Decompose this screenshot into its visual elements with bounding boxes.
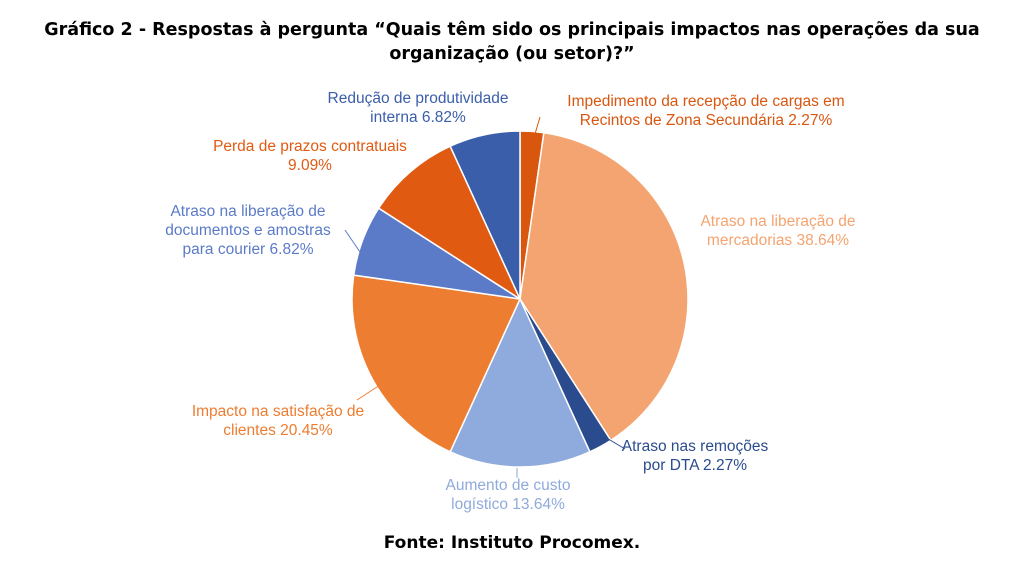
slice-label-7-line-1: Perda de prazos contratuais (213, 138, 407, 155)
slice-label-1: Impedimento da recepção de cargas em Reci… (567, 93, 844, 129)
pie-slice-4 (449, 297, 591, 468)
slice-label-1-line-1: Impedimento da recepção de cargas em (567, 93, 844, 110)
slice-label-2-line-2: mercadorias 38.64% (707, 232, 849, 249)
slice-label-7: Perda de prazos contratuais 9.09% (213, 138, 407, 174)
pie-slice-7 (377, 145, 522, 302)
slice-label-4-line-1: Aumento de custo (446, 477, 571, 494)
slice-label-8: Redução de produtividade interna 6.82% (328, 90, 509, 126)
slice-label-3: Atraso nas remoções por DTA 2.27% (622, 438, 769, 474)
leader-line-6 (344, 229, 361, 253)
slice-label-4-line-2: logístico 13.64% (451, 496, 565, 513)
slice-label-3-line-2: por DTA 2.27% (643, 457, 747, 474)
slice-label-6: Atraso na liberação de documentos e amost… (165, 203, 331, 258)
slice-label-5-line-1: Impacto na satisfação de (192, 403, 364, 420)
slice-label-6-line-2: documentos e amostras (165, 222, 331, 239)
slice-label-8-line-1: Redução de produtividade (328, 90, 509, 107)
leader-line-5 (356, 384, 381, 401)
slice-label-1-line-2: Recintos de Zona Secundária 2.27% (580, 112, 833, 129)
slice-label-3-line-1: Atraso nas remoções (622, 438, 769, 455)
pie-slice-8 (449, 130, 521, 300)
slice-label-8-line-2: interna 6.82% (370, 109, 466, 126)
chart-title-line-1: Gráfico 2 - Respostas à pergunta “Quais … (44, 20, 980, 40)
leader-line-3 (604, 436, 626, 450)
slice-label-7-line-2: 9.09% (288, 157, 332, 174)
slice-label-6-line-1: Atraso na liberação de (170, 203, 325, 220)
leader-line-1 (534, 116, 541, 135)
slice-label-2: Atraso na liberação de mercadorias 38.64% (700, 213, 855, 249)
source-note: Fonte: Instituto Procomex. (383, 533, 641, 553)
pie-slice-5 (351, 274, 522, 453)
chart-title: Gráfico 2 - Respostas à pergunta “Quais … (0, 18, 1024, 66)
slice-label-2-line-1: Atraso na liberação de (700, 213, 855, 230)
chart-title-line-2: organização (ou setor)?” (389, 44, 635, 64)
slice-label-5-line-2: clientes 20.45% (223, 422, 333, 439)
slice-label-5: Impacto na satisfação de clientes 20.45% (192, 403, 364, 439)
slice-label-6-line-3: para courier 6.82% (183, 241, 314, 258)
slice-label-4: Aumento de custo logístico 13.64% (446, 477, 571, 513)
